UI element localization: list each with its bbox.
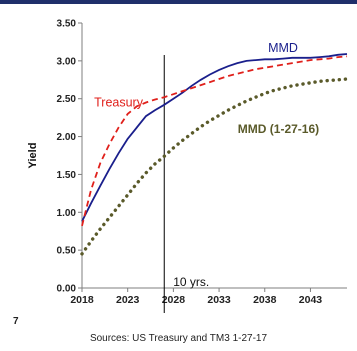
y-tick-label: 3.00	[57, 56, 77, 67]
x-tick-label: 2023	[116, 294, 140, 306]
series-label-1: Treasury	[94, 95, 144, 109]
y-tick-label: 1.00	[57, 208, 77, 219]
y-axis-title: Yield	[27, 143, 39, 169]
series-line-2	[80, 77, 349, 256]
x-tick-label: 2033	[207, 294, 231, 306]
top-band	[0, 0, 357, 4]
x-tick-label: 2028	[162, 294, 186, 306]
series-label-2: MMD (1-27-16)	[238, 122, 319, 136]
series-label-0: MMD	[268, 41, 298, 55]
y-tick-label: 1.50	[57, 170, 77, 181]
y-tick-label: 0.50	[57, 246, 77, 257]
margin-number: 7	[13, 316, 19, 327]
ten-year-reference-label: 10 yrs.	[173, 275, 209, 289]
y-tick-label: 2.00	[57, 132, 77, 143]
x-tick-label: 2043	[299, 294, 323, 306]
y-tick-label: 2.50	[57, 94, 77, 105]
y-tick-label: 3.50	[57, 19, 77, 30]
y-tick-label: 0.00	[57, 284, 77, 295]
source-note: Sources: US Treasury and TM3 1-27-17	[89, 333, 268, 344]
x-tick-label: 2038	[253, 294, 277, 306]
axes: 0.00 0.50 1.00 1.50 2.00 2.50 3.00 3.50 2018 2023…	[27, 19, 347, 313]
series-line-0	[81, 53, 348, 222]
labels-layer: MMD Treasury MMD (1-27-16)	[94, 41, 319, 136]
series-line-1	[81, 55, 348, 227]
series-layer	[80, 53, 349, 256]
x-tick-label: 2018	[70, 294, 94, 306]
